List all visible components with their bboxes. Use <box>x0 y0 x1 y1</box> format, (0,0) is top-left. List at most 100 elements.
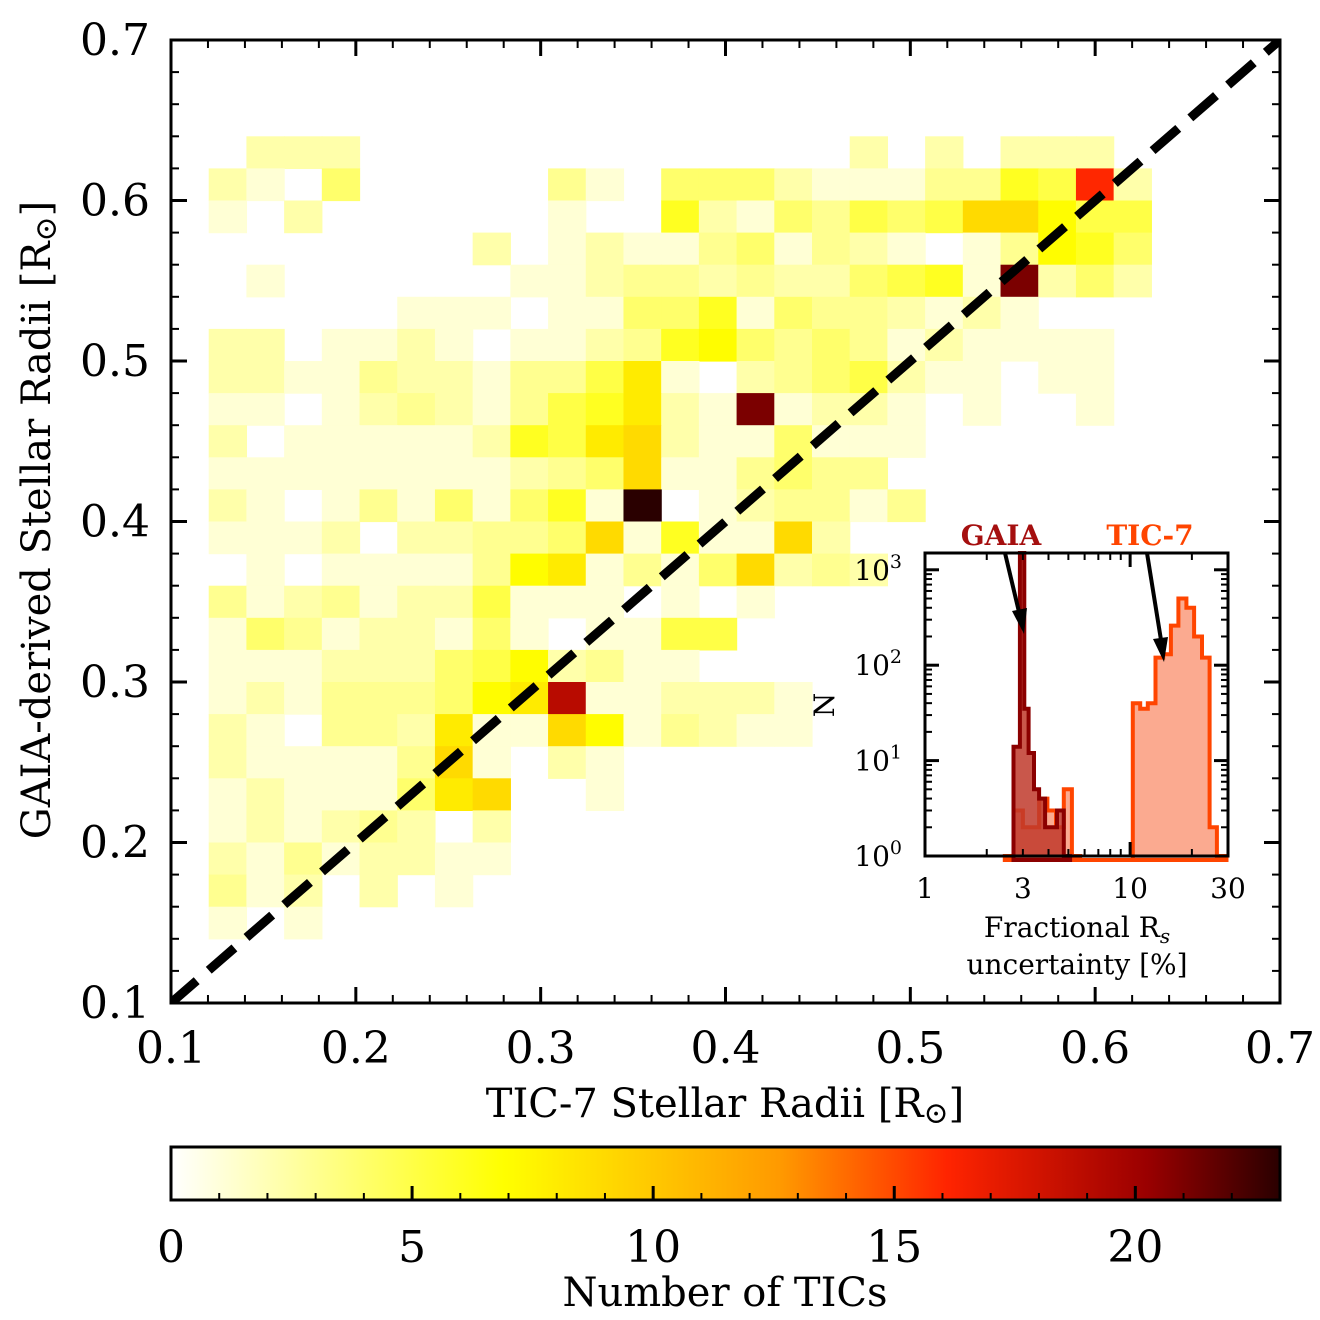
heatmap-cell <box>208 393 248 426</box>
inset-x-tick-label: 30 <box>1210 872 1246 905</box>
heatmap-cell <box>1075 393 1115 426</box>
heatmap-cell <box>849 200 889 234</box>
heatmap-cell <box>434 874 474 908</box>
heatmap-cell <box>472 649 511 683</box>
heatmap-cell <box>812 361 851 394</box>
colorbar-tick-label: 5 <box>398 1222 426 1273</box>
heatmap-cell <box>774 328 813 362</box>
heatmap-cell <box>585 649 625 683</box>
heatmap-cell <box>434 682 474 715</box>
heatmap-cell <box>397 393 436 426</box>
heatmap-cell <box>246 682 285 715</box>
heatmap-cell <box>774 264 813 298</box>
heatmap-cell <box>736 168 775 202</box>
heatmap-cell <box>246 585 285 619</box>
inset-tick-labels: 1 3 10 30 100 101 102 103 <box>854 551 1246 905</box>
heatmap-cell <box>510 457 549 490</box>
heatmap-cell <box>1038 328 1077 362</box>
heatmap-cell <box>849 168 889 202</box>
heatmap-cell <box>397 617 436 651</box>
heatmap-cell <box>397 746 436 779</box>
heatmap-cell <box>548 393 587 426</box>
heatmap-cell <box>397 361 436 394</box>
heatmap-cell <box>397 585 436 619</box>
heatmap-cell <box>661 521 700 555</box>
heatmap-cell <box>548 457 587 490</box>
heatmap-cell <box>434 328 474 362</box>
heatmap-cell <box>585 361 625 394</box>
heatmap-cell <box>812 489 851 523</box>
heatmap-cell <box>321 746 361 779</box>
colorbar-tick-label: 15 <box>866 1222 922 1273</box>
heatmap-cell <box>359 682 398 715</box>
inset-x-label-line1: Fractional Rs <box>984 911 1170 948</box>
heatmap-cell <box>321 585 361 619</box>
heatmap-cell <box>510 328 549 362</box>
heatmap-cell <box>472 746 511 779</box>
heatmap-cell <box>548 489 587 523</box>
heatmap-cell <box>472 842 511 876</box>
heatmap-cell <box>661 425 700 458</box>
heatmap-cell <box>849 425 889 458</box>
heatmap-cell <box>510 714 549 747</box>
heatmap-cell <box>849 489 889 523</box>
heatmap-cell <box>208 585 248 619</box>
heatmap-cell <box>208 617 248 651</box>
heatmap-cell <box>321 425 361 458</box>
heatmap-cell <box>434 361 474 394</box>
heatmap-cell <box>585 714 625 747</box>
y-tick-label: 0.1 <box>80 978 150 1029</box>
heatmap-cell <box>397 521 436 555</box>
heatmap-cell <box>585 778 625 811</box>
heatmap-cell <box>359 874 398 908</box>
heatmap-cell <box>359 393 398 426</box>
heatmap-cell <box>397 296 436 330</box>
inset-histogram: 1 3 10 30 100 101 102 103 GAIA TIC-7 N Fraction… <box>808 519 1246 981</box>
main-plot-frame <box>169 38 1282 1005</box>
heatmap-cell <box>246 393 285 426</box>
heatmap-cell <box>510 361 549 394</box>
colorbar-tick-labels: 0 5 10 15 20 <box>157 1222 1163 1273</box>
heatmap-cell <box>812 200 851 234</box>
heatmap-cell <box>661 200 700 234</box>
heatmap-cell <box>284 810 323 844</box>
heatmap-cell <box>925 296 964 330</box>
heatmap-cell <box>548 553 587 587</box>
colorbar-frame <box>169 1145 1282 1202</box>
heatmap-cell <box>1000 232 1039 266</box>
heatmap-cell <box>585 457 625 490</box>
heatmap-cell <box>246 810 285 844</box>
heatmap-cell <box>1000 328 1039 362</box>
heatmap-cell <box>698 682 738 715</box>
heatmap-cell <box>359 489 398 523</box>
heatmap-cell <box>359 842 398 876</box>
heatmap-cell <box>661 393 700 426</box>
heatmap-cell <box>585 232 625 266</box>
heatmap-cell <box>774 393 813 426</box>
heatmap-cell <box>1075 361 1115 394</box>
heatmap-cell <box>208 361 248 394</box>
heatmap-cell <box>812 296 851 330</box>
heatmap-cell <box>548 521 587 555</box>
heatmap-cell <box>510 489 549 523</box>
heatmap-cell <box>623 425 662 458</box>
heatmap-cell <box>623 617 662 651</box>
heatmap-cell <box>585 296 625 330</box>
heatmap-cell <box>849 328 889 362</box>
heatmap-cell <box>208 489 248 523</box>
heatmap-cell <box>397 842 436 876</box>
heatmap-cell <box>623 457 662 490</box>
heatmap-cell <box>962 200 1002 234</box>
heatmap-cell <box>472 296 511 330</box>
heatmap-cell <box>849 457 889 490</box>
heatmap-cell <box>397 457 436 490</box>
heatmap-cell <box>284 136 323 169</box>
x-tick-label: 0.7 <box>1245 1023 1315 1074</box>
heatmap-cell <box>1000 136 1039 169</box>
heatmap-cell <box>1038 168 1077 202</box>
heatmap-cell <box>472 810 511 844</box>
heatmap-cell <box>661 682 700 715</box>
heatmap-cell <box>774 361 813 394</box>
heatmap-cell <box>359 778 398 811</box>
heatmap-cell <box>359 649 398 683</box>
